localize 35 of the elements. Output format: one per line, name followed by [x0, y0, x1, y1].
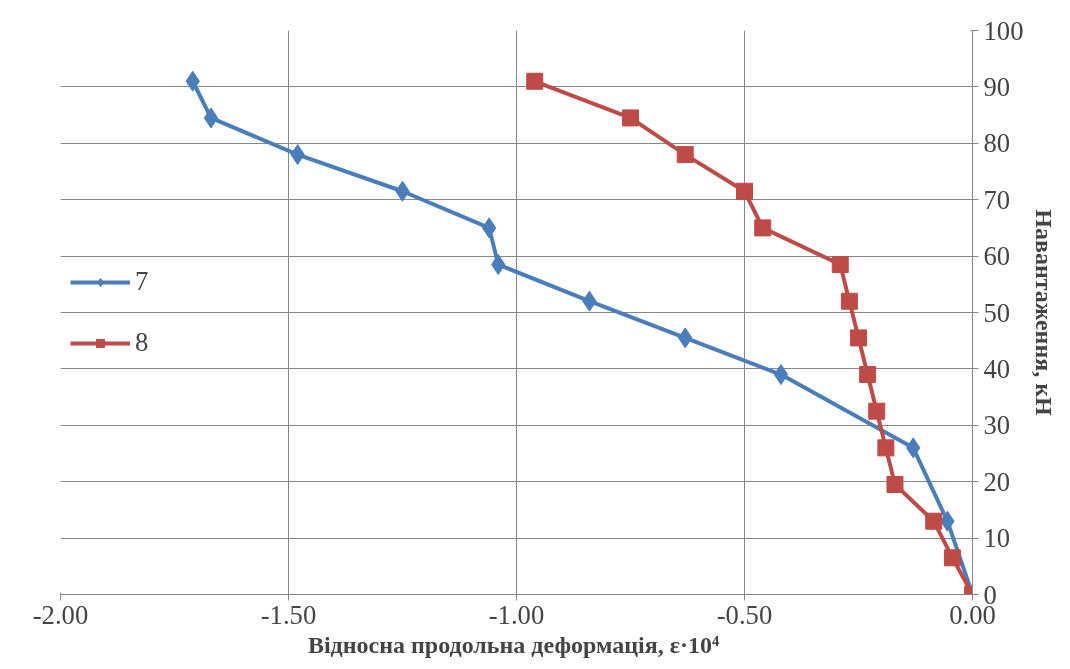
y-tick-label: 10	[983, 523, 1011, 554]
point	[526, 72, 544, 90]
point	[754, 219, 772, 237]
x-axis-title: Відносна продольна деформація, ε·10⁴	[307, 631, 720, 658]
point	[622, 109, 639, 127]
point	[831, 256, 849, 274]
point	[850, 329, 867, 347]
x-tick-label: -1.50	[260, 599, 317, 630]
y-axis-title: Навантаження, кН	[1031, 209, 1058, 417]
point	[943, 549, 961, 567]
point	[481, 217, 497, 239]
y-tick-label: 80	[983, 128, 1011, 159]
y-tick-label: 60	[983, 241, 1011, 272]
x-tick-label: -1.00	[488, 599, 545, 630]
legend-label: 7	[135, 266, 150, 297]
point	[203, 107, 219, 129]
y-tick-label: 70	[983, 184, 1011, 215]
point	[877, 439, 895, 457]
point	[773, 364, 789, 386]
legend-label: 8	[135, 327, 150, 358]
x-tick-label: -2.00	[32, 599, 89, 630]
x-tick-label: -0.50	[716, 599, 773, 630]
point	[676, 146, 694, 164]
y-tick-label: 100	[983, 15, 1024, 46]
y-tick-label: 20	[983, 466, 1011, 497]
y-tick-label: 30	[983, 410, 1011, 441]
y-tick-label: 50	[983, 297, 1011, 328]
point	[736, 182, 753, 200]
point	[859, 366, 877, 384]
point	[886, 476, 904, 494]
y-tick-label: 90	[983, 71, 1011, 102]
y-tick-label: 40	[983, 353, 1011, 384]
point	[868, 402, 886, 420]
point	[840, 292, 858, 310]
point	[925, 512, 943, 530]
